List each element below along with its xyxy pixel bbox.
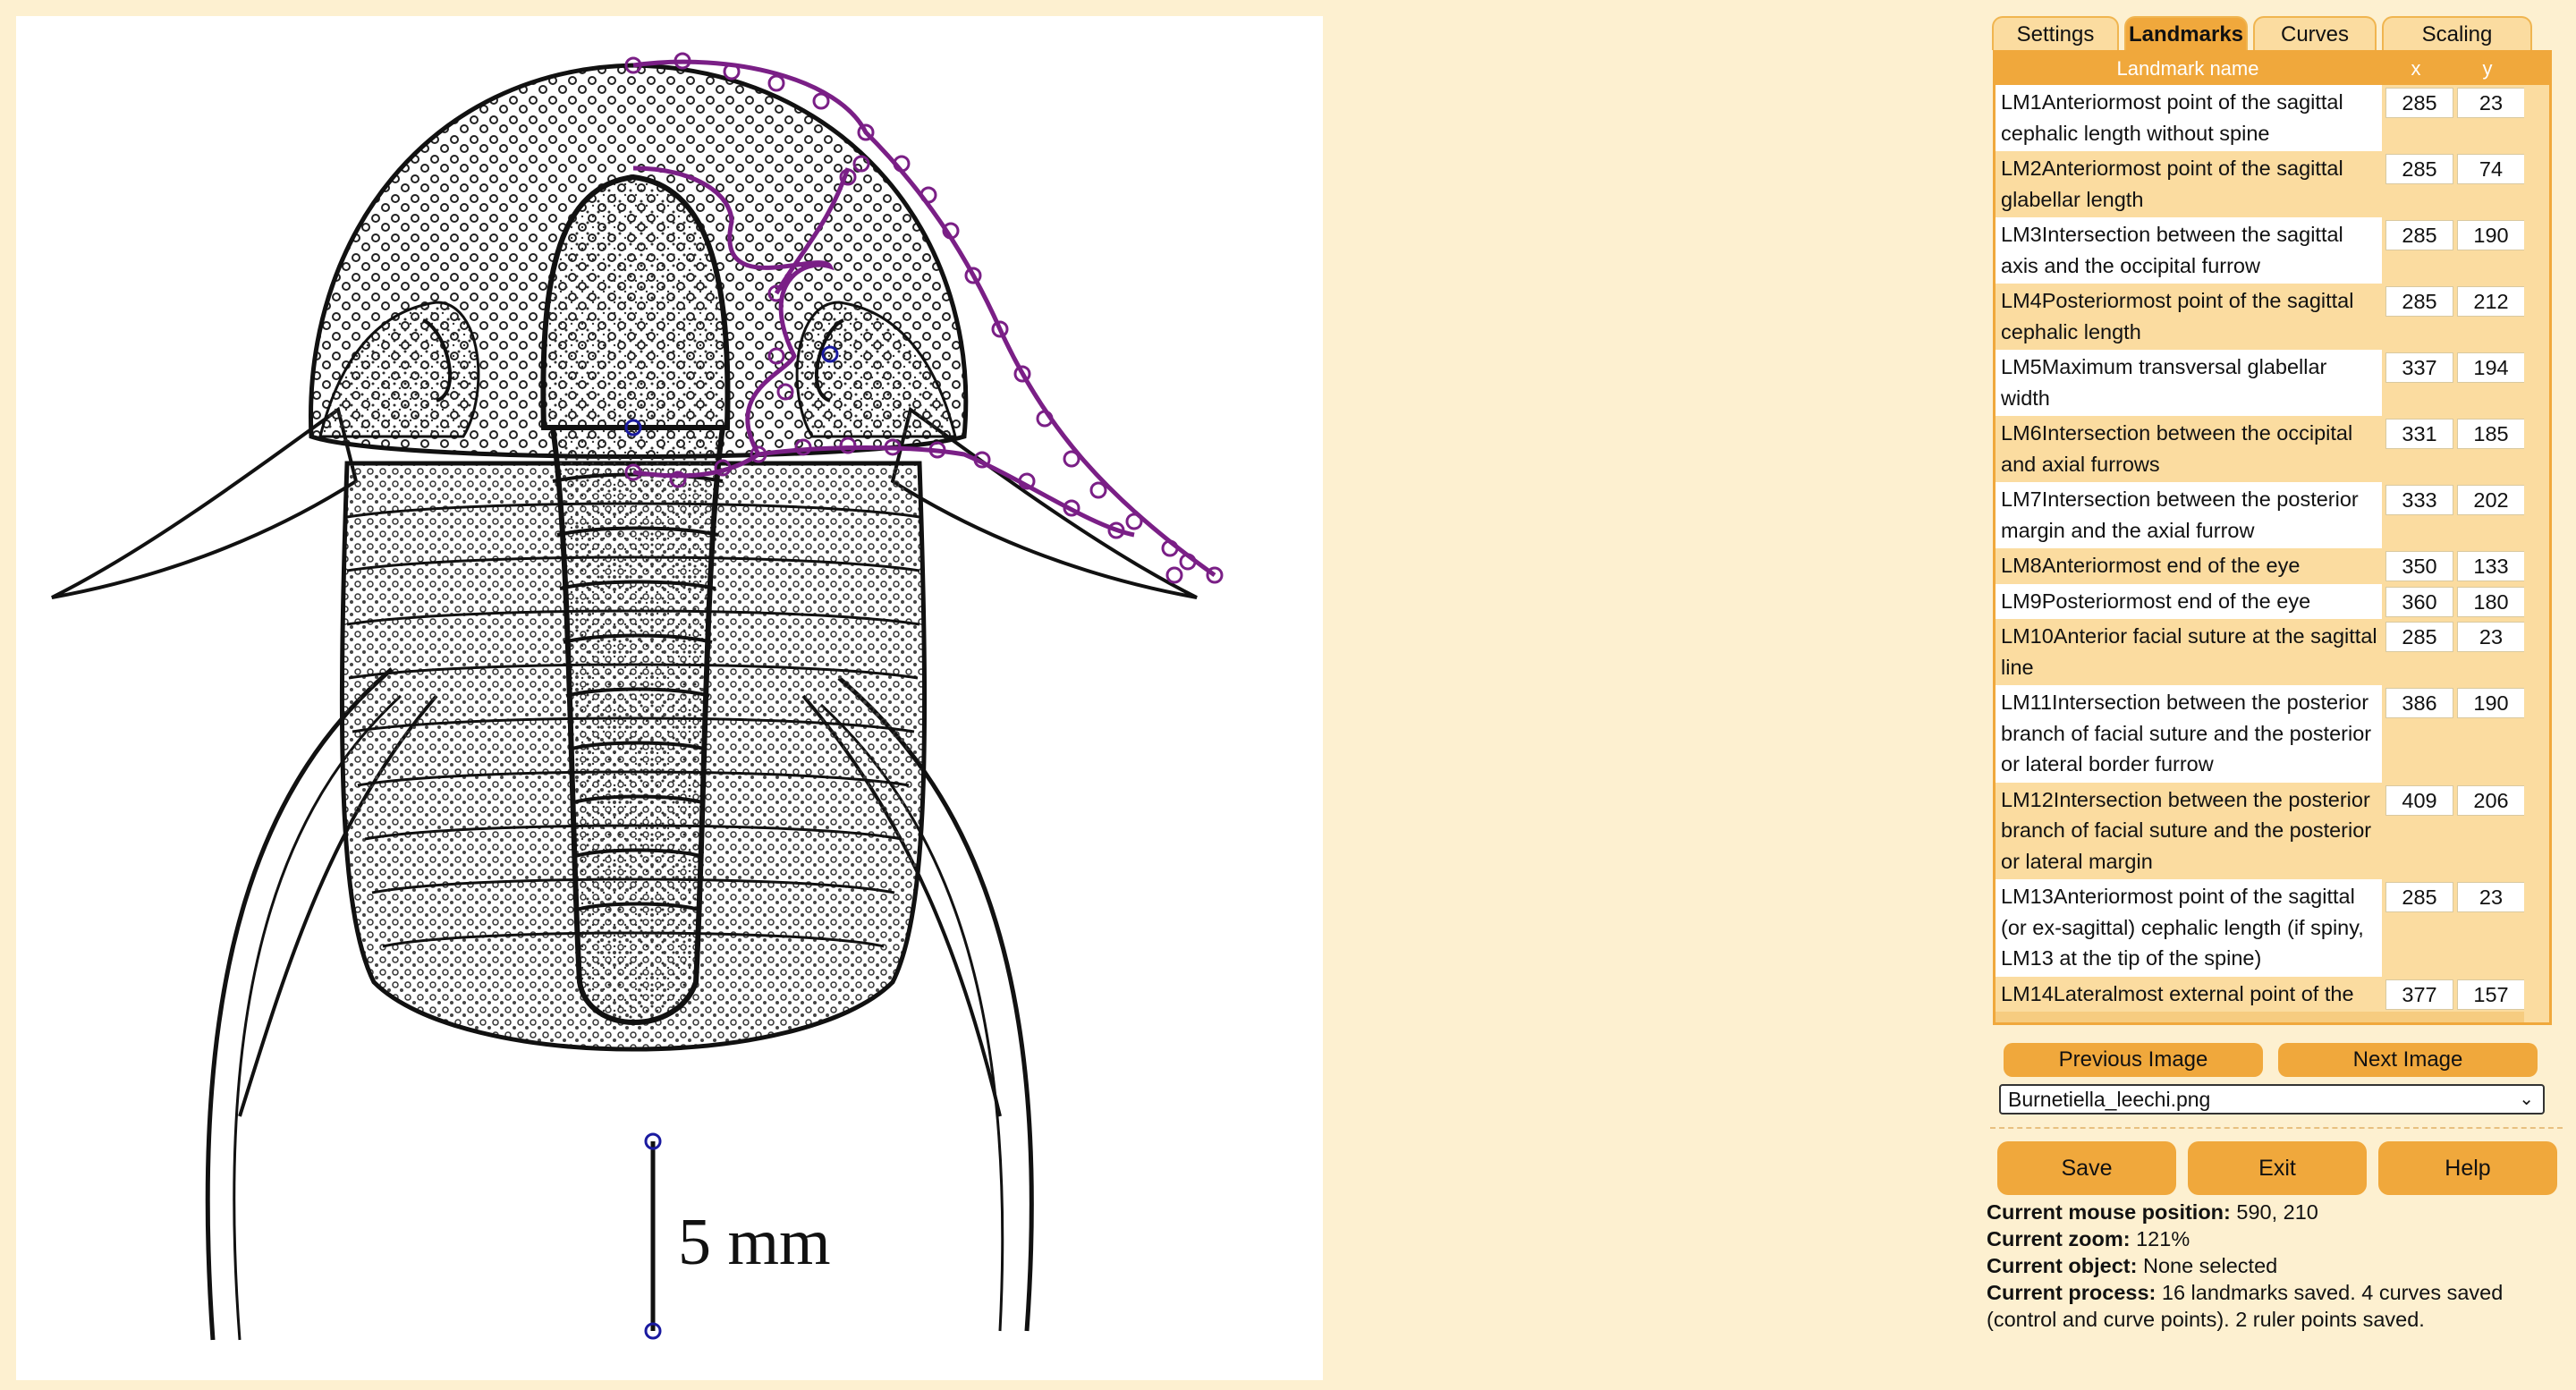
landmark-point[interactable] xyxy=(821,345,839,363)
landmark-point[interactable] xyxy=(624,419,642,436)
landmark-x-field[interactable]: 377 xyxy=(2385,979,2453,1010)
table-row[interactable]: LM12Intersection between the posterior b… xyxy=(1996,782,2549,879)
landmark-name: LM3Intersection between the sagittal axi… xyxy=(1996,217,2382,284)
save-button[interactable]: Save xyxy=(1997,1141,2176,1195)
status-mouse: Current mouse position: 590, 210 xyxy=(1987,1200,2318,1224)
column-header-x: x xyxy=(2411,57,2421,80)
landmark-x-field[interactable]: 386 xyxy=(2385,688,2453,718)
tab-scaling[interactable]: Scaling xyxy=(2382,16,2532,50)
status-object: Current object: None selected xyxy=(1987,1254,2278,1277)
curve-points[interactable] xyxy=(624,52,1224,584)
image-file-select-value: Burnetiella_leechi.png xyxy=(2008,1088,2211,1111)
landmark-x-field[interactable]: 285 xyxy=(2385,622,2453,652)
landmark-name: LM8Anteriormost end of the eye xyxy=(1996,548,2382,584)
landmark-name: LM14Lateralmost external point of the xyxy=(1996,976,2382,1012)
table-row[interactable]: LM9Posteriormost end of the eye 360 180 xyxy=(1996,583,2549,619)
table-row[interactable]: LM2Anteriormost point of the sagittal gl… xyxy=(1996,151,2549,217)
landmark-name: LM11Intersection between the posterior b… xyxy=(1996,685,2382,783)
status-panel: Current mouse position: 590, 210 Current… xyxy=(1987,1199,2559,1333)
divider xyxy=(1990,1127,2563,1129)
scale-label: 5 mm xyxy=(678,1206,831,1279)
landmark-x-field[interactable]: 337 xyxy=(2385,352,2453,383)
next-image-button[interactable]: Next Image xyxy=(2278,1043,2538,1077)
landmark-x-field[interactable]: 360 xyxy=(2385,586,2453,617)
landmark-y-field[interactable]: 212 xyxy=(2457,286,2525,317)
previous-image-button[interactable]: Previous Image xyxy=(2004,1043,2263,1077)
landmark-name: LM1Anteriormost point of the sagittal ce… xyxy=(1996,85,2382,151)
landmark-name: LM7Intersection between the posterior ma… xyxy=(1996,482,2382,548)
table-row[interactable]: LM7Intersection between the posterior ma… xyxy=(1996,482,2549,548)
table-scrollbar[interactable] xyxy=(2524,85,2549,1022)
landmark-x-field[interactable]: 331 xyxy=(2385,419,2453,449)
tab-curves[interactable]: Curves xyxy=(2253,16,2377,50)
landmark-x-field[interactable]: 285 xyxy=(2385,286,2453,317)
column-header-y: y xyxy=(2482,57,2493,80)
landmark-name: LM5Maximum transversal glabellar width xyxy=(1996,350,2382,416)
landmark-x-field[interactable]: 285 xyxy=(2385,882,2453,912)
table-row[interactable]: LM13Anteriormost point of the sagittal (… xyxy=(1996,879,2549,977)
landmark-y-field[interactable]: 157 xyxy=(2457,979,2525,1010)
landmark-y-field[interactable]: 206 xyxy=(2457,784,2525,816)
landmark-name: LM12Intersection between the posterior b… xyxy=(1996,782,2382,879)
landmark-name: LM6Intersection between the occipital an… xyxy=(1996,416,2382,482)
image-file-select[interactable]: Burnetiella_leechi.png ⌄ xyxy=(1999,1084,2545,1115)
table-row[interactable]: LM1Anteriormost point of the sagittal ce… xyxy=(1996,85,2549,151)
landmark-x-field[interactable]: 285 xyxy=(2385,88,2453,118)
landmark-x-field[interactable]: 409 xyxy=(2385,784,2453,816)
exit-button[interactable]: Exit xyxy=(2188,1141,2367,1195)
tab-landmarks[interactable]: Landmarks xyxy=(2124,16,2248,50)
landmark-y-field[interactable]: 23 xyxy=(2457,882,2525,912)
landmark-x-field[interactable]: 333 xyxy=(2385,485,2453,515)
table-header: Landmark name x y xyxy=(1996,53,2549,85)
image-canvas[interactable]: 5 mm xyxy=(16,16,1323,1380)
landmark-y-field[interactable]: 133 xyxy=(2457,551,2525,581)
table-row[interactable]: LM8Anteriormost end of the eye 350 133 xyxy=(1996,548,2549,584)
landmark-y-field[interactable]: 23 xyxy=(2457,88,2525,118)
landmark-name: LM2Anteriormost point of the sagittal gl… xyxy=(1996,151,2382,217)
landmark-name: LM4Posteriormost point of the sagittal c… xyxy=(1996,284,2382,350)
landmark-x-field[interactable]: 285 xyxy=(2385,154,2453,184)
status-process: Current process: 16 landmarks saved. 4 c… xyxy=(1987,1281,2504,1331)
landmark-y-field[interactable]: 23 xyxy=(2457,622,2525,652)
landmark-y-field[interactable]: 180 xyxy=(2457,586,2525,617)
help-button[interactable]: Help xyxy=(2378,1141,2557,1195)
table-rows: LM1Anteriormost point of the sagittal ce… xyxy=(1996,85,2549,1012)
landmark-y-field[interactable]: 194 xyxy=(2457,352,2525,383)
landmark-x-field[interactable]: 350 xyxy=(2385,551,2453,581)
table-row[interactable]: LM10Anterior facial suture at the sagitt… xyxy=(1996,619,2549,685)
ruler-point[interactable] xyxy=(644,1132,662,1150)
table-row[interactable]: LM11Intersection between the posterior b… xyxy=(1996,685,2549,783)
column-header-name: Landmark name xyxy=(2116,57,2259,80)
trilobite-image: 5 mm xyxy=(51,52,1224,1341)
landmark-y-field[interactable]: 185 xyxy=(2457,419,2525,449)
landmark-y-field[interactable]: 202 xyxy=(2457,485,2525,515)
table-row[interactable]: LM5Maximum transversal glabellar width 33… xyxy=(1996,350,2549,416)
landmark-name: LM13Anteriormost point of the sagittal (… xyxy=(1996,879,2382,977)
table-row[interactable]: LM6Intersection between the occipital an… xyxy=(1996,416,2549,482)
table-row[interactable]: LM4Posteriormost point of the sagittal c… xyxy=(1996,284,2549,350)
landmark-table: Landmark name x y LM1Anteriormost point … xyxy=(1993,50,2552,1025)
landmark-y-field[interactable]: 74 xyxy=(2457,154,2525,184)
table-row[interactable]: LM14Lateralmost external point of the 377… xyxy=(1996,976,2549,1012)
landmark-name: LM10Anterior facial suture at the sagitt… xyxy=(1996,619,2382,685)
landmark-x-field[interactable]: 285 xyxy=(2385,220,2453,250)
ruler-point[interactable] xyxy=(644,1322,662,1340)
status-zoom: Current zoom: 121% xyxy=(1987,1227,2190,1250)
tab-settings[interactable]: Settings xyxy=(1992,16,2119,50)
chevron-down-icon: ⌄ xyxy=(2519,1089,2534,1109)
landmark-y-field[interactable]: 190 xyxy=(2457,688,2525,718)
table-row[interactable]: LM3Intersection between the sagittal axi… xyxy=(1996,217,2549,284)
landmark-y-field[interactable]: 190 xyxy=(2457,220,2525,250)
landmark-name: LM9Posteriormost end of the eye xyxy=(1996,583,2382,619)
tab-bar: Settings Landmarks Curves Scaling xyxy=(1992,14,2546,50)
